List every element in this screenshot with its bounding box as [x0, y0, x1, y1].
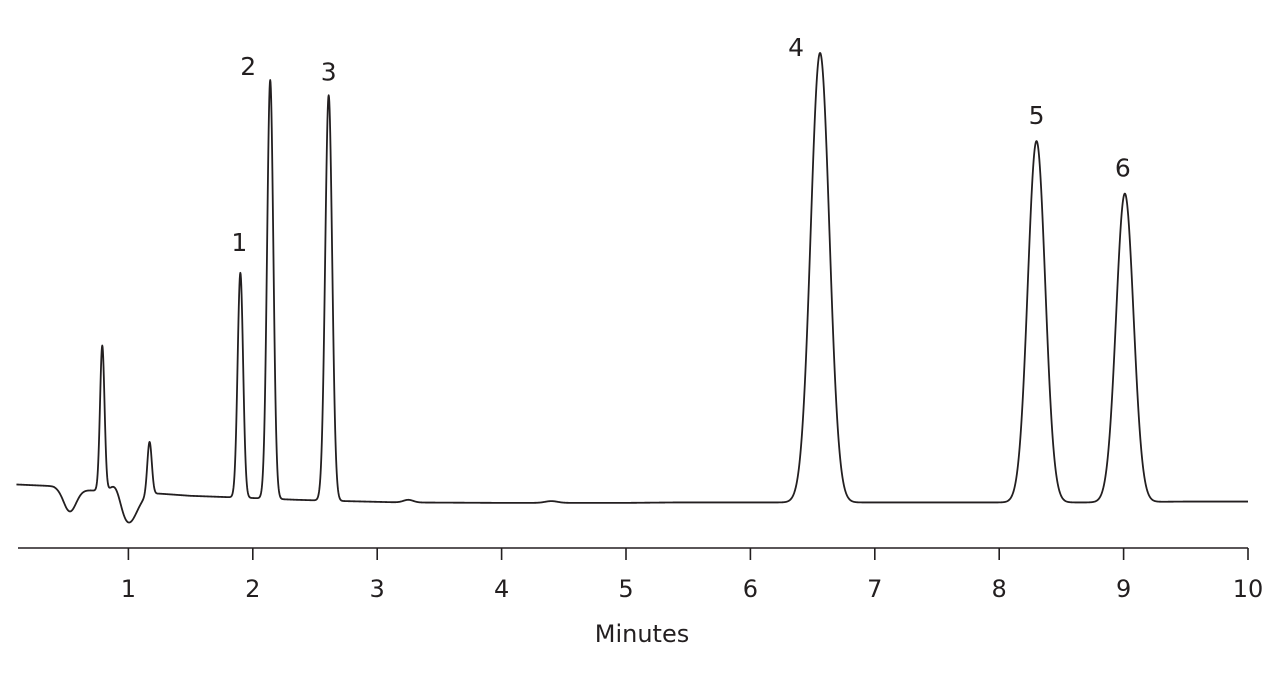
trace-layer: [15, 52, 1249, 524]
x-tick-label: 7: [867, 575, 882, 603]
x-tick-label: 3: [370, 575, 385, 603]
x-tick-label: 10: [1233, 575, 1264, 603]
peak-labels: 1 2 3 4 5 6: [231, 33, 1130, 257]
chromatogram-trace: [15, 52, 1249, 524]
x-tick-label: 9: [1116, 575, 1131, 603]
x-tick-label: 6: [743, 575, 758, 603]
x-tick-label: 4: [494, 575, 509, 603]
x-axis-title: Minutes: [595, 620, 689, 648]
peak-label-5: 5: [1029, 101, 1045, 130]
peak-label-2: 2: [240, 52, 256, 81]
x-tick-label: 8: [992, 575, 1007, 603]
peak-label-3: 3: [321, 57, 337, 86]
x-axis-ticks: 1 2 3 4 5 6 7 8 9 10: [121, 548, 1264, 603]
peak-label-1: 1: [231, 228, 247, 257]
peak-label-4: 4: [788, 33, 804, 62]
x-tick-label: 1: [121, 575, 136, 603]
peak-label-6: 6: [1115, 154, 1131, 183]
x-tick-label: 2: [245, 575, 260, 603]
x-tick-label: 5: [618, 575, 633, 603]
